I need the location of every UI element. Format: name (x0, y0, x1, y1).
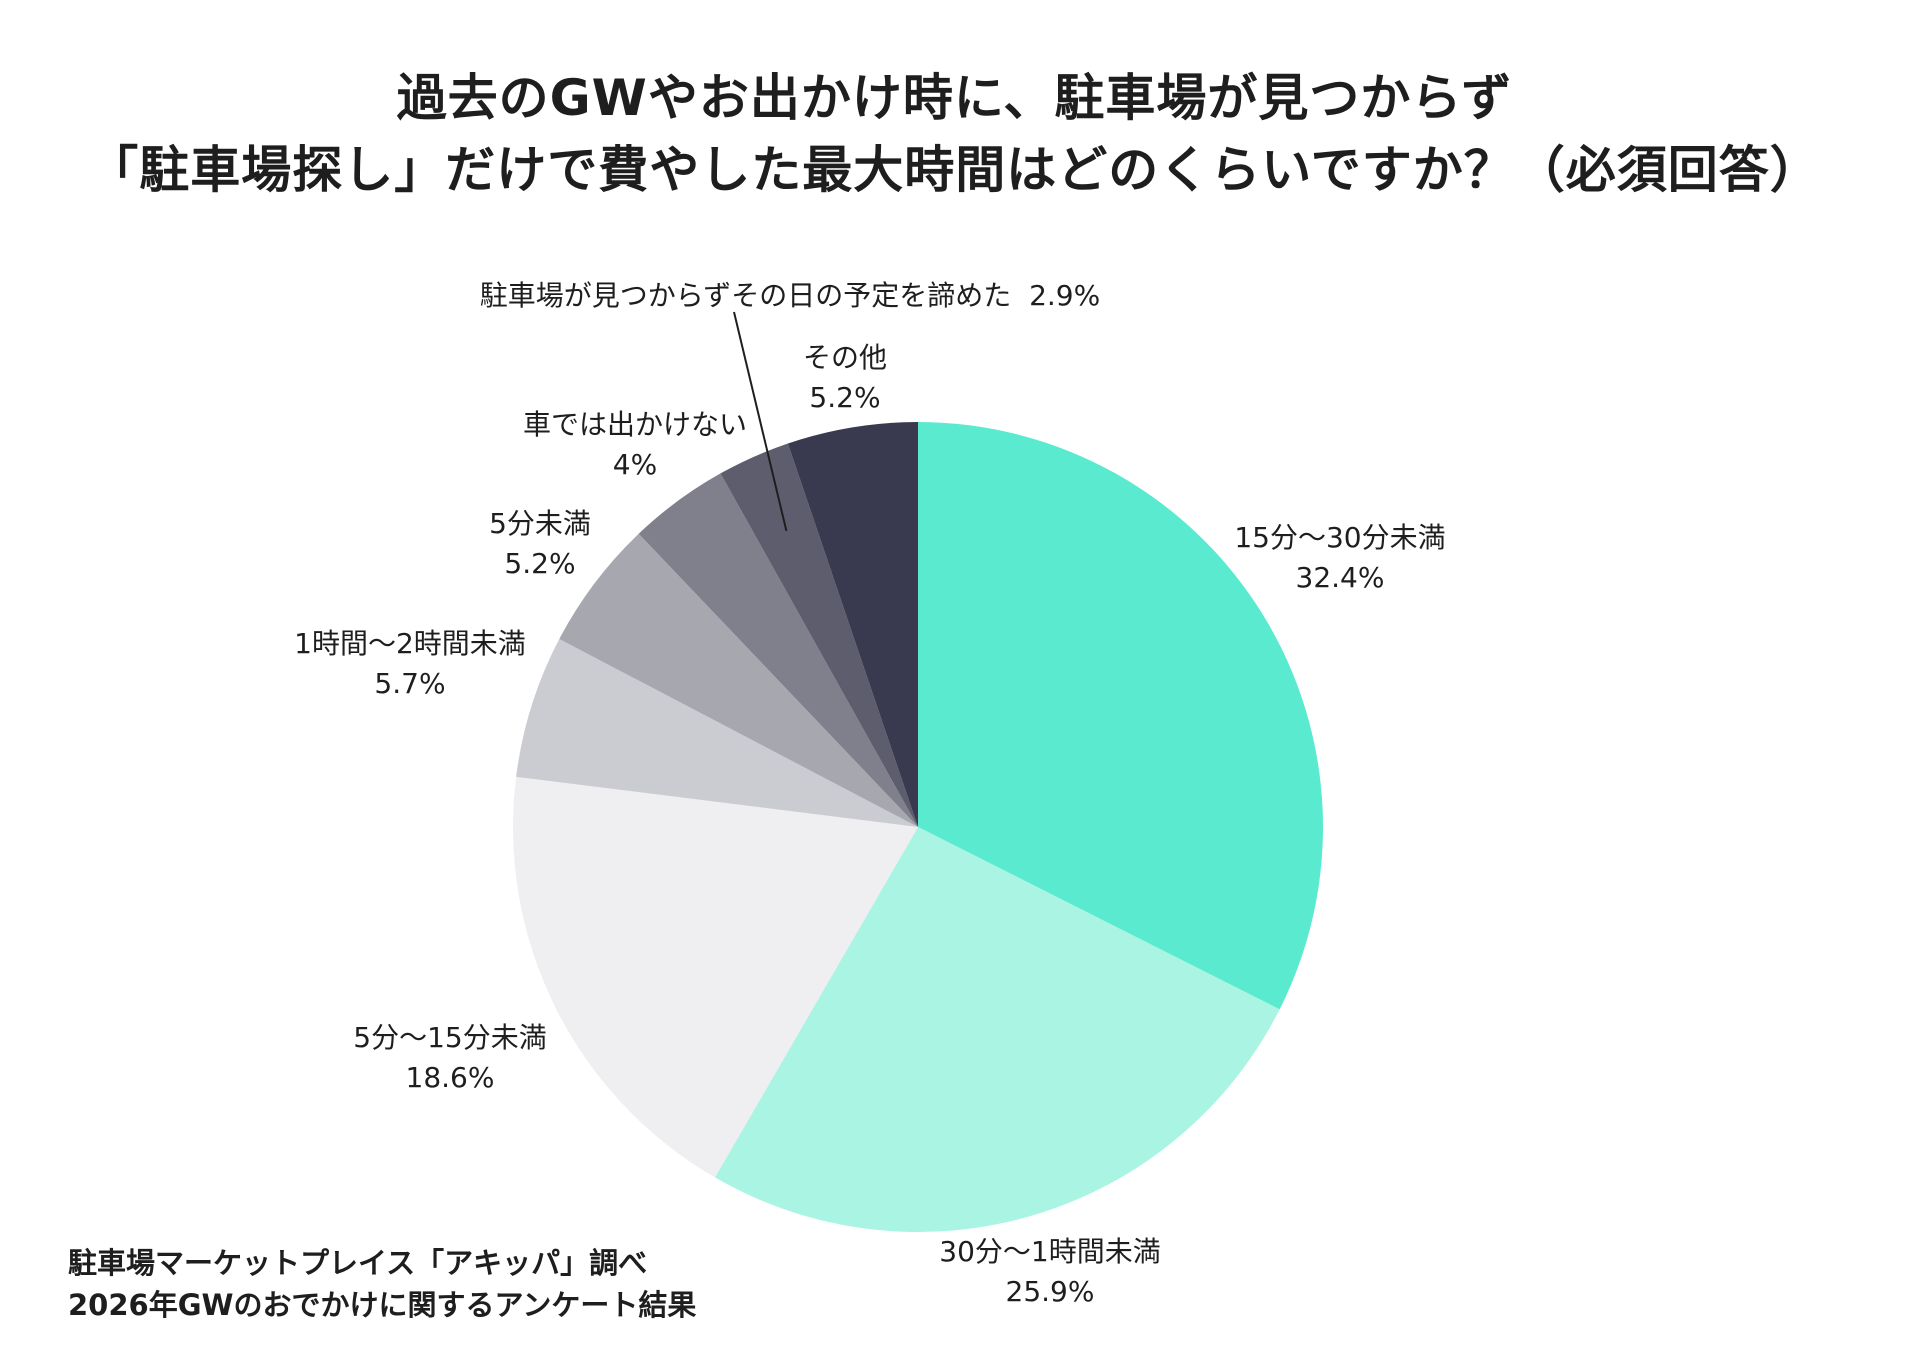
chart-title: 過去のGWやお出かけ時に、駐車場が見つからず 「駐車場探し」だけで費やした最大時… (0, 62, 1909, 206)
pie-slice (787, 422, 918, 827)
chart-title-line-2: 「駐車場探し」だけで費やした最大時間はどのくらいですか？（必須回答） (88, 141, 1821, 199)
slice-label-no-car: 車では出かけない 4% (490, 405, 780, 485)
slice-label-gave-up-line: 駐車場が見つからずその日の予定を諦めた 2.9% (440, 276, 1140, 316)
slice-category-label: 30分〜1時間未満 (939, 1235, 1161, 1268)
slice-label-under-5min: 5分未満 5.2% (415, 504, 665, 584)
slice-value-label: 5.7% (374, 667, 446, 700)
slice-category-label: 1時間〜2時間未満 (294, 627, 526, 660)
chart-title-line-1: 過去のGWやお出かけ時に、駐車場が見つからず (396, 69, 1513, 127)
slice-value-label: 4% (612, 448, 658, 481)
pie-slice (516, 639, 918, 827)
pie-slice (720, 443, 918, 827)
slice-label-30min-1h: 30分〜1時間未満 25.9% (900, 1232, 1200, 1312)
pie-slice (512, 776, 918, 1178)
slice-category-label: 15分〜30分未満 (1234, 521, 1446, 554)
slice-value-label: 25.9% (1005, 1275, 1095, 1308)
slice-label-5-15min: 5分〜15分未満 18.6% (300, 1018, 600, 1098)
slice-value-label: 5.2% (504, 547, 576, 580)
slice-category-label: 5分〜15分未満 (353, 1021, 547, 1054)
source-line-1: 駐車場マーケットプレイス「アキッパ」調べ (68, 1246, 648, 1280)
slice-label-other: その他 5.2% (745, 338, 945, 418)
source-note: 駐車場マーケットプレイス「アキッパ」調べ 2026年GWのおでかけに関するアンケ… (68, 1242, 696, 1326)
slice-label-15-30min: 15分〜30分未満 32.4% (1190, 518, 1490, 598)
slice-label-1h-2h: 1時間〜2時間未満 5.7% (260, 624, 560, 704)
slice-label-gave-up: 駐車場が見つからずその日の予定を諦めた 2.9% (440, 276, 1140, 316)
slice-category-label: 駐車場が見つからずその日の予定を諦めた (479, 279, 1012, 312)
pie-slice (638, 473, 918, 827)
slice-value-label: 32.4% (1295, 561, 1385, 594)
slice-value-label: 18.6% (405, 1061, 495, 1094)
pie-slice (559, 533, 918, 827)
source-line-2: 2026年GWのおでかけに関するアンケート結果 (68, 1288, 697, 1322)
slice-category-label: その他 (802, 341, 887, 374)
slice-value-label: 2.9% (1029, 279, 1101, 312)
slice-value-label: 5.2% (809, 381, 881, 414)
pie-slice (918, 422, 1323, 1010)
slice-category-label: 車では出かけない (522, 408, 747, 441)
pie-slice (714, 827, 1280, 1232)
leader-line (733, 311, 788, 532)
slice-category-label: 5分未満 (489, 507, 591, 540)
